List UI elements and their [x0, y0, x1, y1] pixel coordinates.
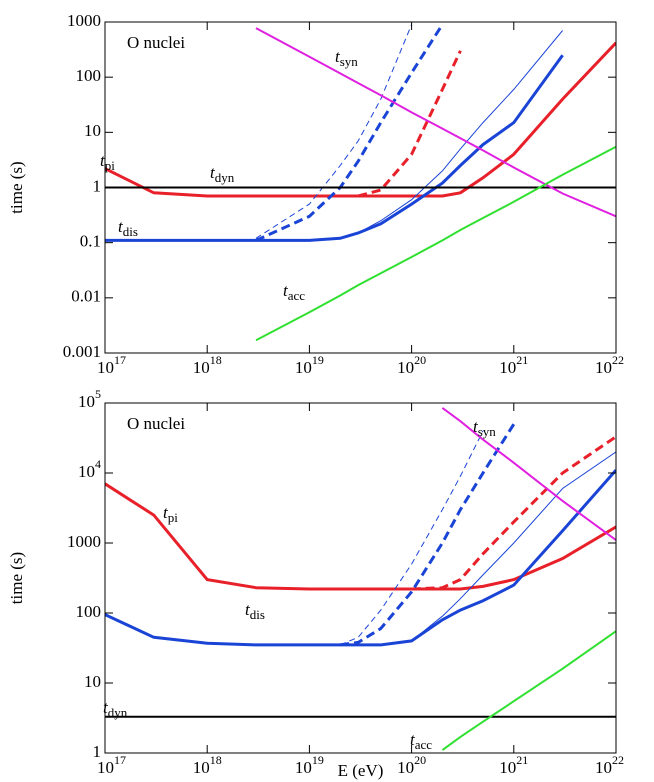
series-label: tdyn — [210, 163, 235, 185]
y-tick-label: 1000 — [67, 11, 101, 30]
series-line — [411, 435, 616, 591]
x-tick-label: 1022 — [595, 753, 624, 777]
y-tick-label: 0.01 — [71, 287, 101, 306]
x-tick-label: 1021 — [499, 353, 528, 377]
series-line — [441, 630, 616, 751]
y-tick-label: 104 — [78, 457, 101, 481]
y-tick-label: 1 — [93, 742, 102, 761]
series-line — [255, 24, 413, 239]
x-tick-label: 1020 — [397, 353, 426, 377]
series-label: tacc — [410, 730, 432, 752]
x-axis-label: E (eV) — [338, 761, 384, 780]
y-tick-label: 0.1 — [80, 232, 101, 251]
series-label: tdis — [118, 217, 138, 239]
x-tick-label: 1017 — [97, 353, 126, 377]
x-tick-label: 1017 — [97, 753, 126, 777]
series-line — [105, 41, 616, 198]
y-tick-label: 100 — [76, 66, 102, 85]
series-label: tsyn — [473, 417, 496, 439]
plot-area — [105, 23, 616, 342]
annotation: O nuclei — [127, 33, 185, 52]
y-tick-label: 10 — [84, 672, 101, 691]
series-line — [105, 482, 616, 591]
series-label: tdis — [245, 600, 265, 622]
x-tick-label: 1018 — [193, 353, 222, 377]
y-tick-label: 1 — [93, 176, 102, 195]
y-tick-label: 0.001 — [63, 342, 101, 361]
series-label: tacc — [283, 281, 305, 303]
series-line — [309, 451, 616, 646]
plot-frame — [104, 402, 617, 754]
series-line — [340, 430, 484, 646]
series-label: tsyn — [335, 47, 358, 69]
y-tick-label: 10 — [84, 121, 101, 140]
y-axis-label: time (s) — [7, 552, 26, 604]
annotation: O nuclei — [127, 414, 185, 433]
x-tick-label: 1020 — [397, 753, 426, 777]
y-tick-label: 105 — [78, 387, 101, 411]
series-line — [105, 469, 616, 647]
series-line — [255, 145, 616, 342]
series-label: tpi — [100, 151, 115, 173]
series-label: tpi — [163, 503, 178, 525]
series-label: tdyn — [103, 698, 128, 720]
series-line — [255, 27, 616, 218]
series-line — [357, 50, 462, 198]
y-tick-label: 1000 — [67, 532, 101, 551]
y-axis-label: time (s) — [7, 161, 26, 213]
y-tick-label: 100 — [76, 602, 102, 621]
plot-area — [105, 407, 616, 751]
x-tick-label: 1018 — [193, 753, 222, 777]
series-line — [309, 30, 563, 241]
x-tick-label: 1022 — [595, 353, 624, 377]
x-tick-label: 1019 — [295, 353, 324, 377]
series-line — [255, 23, 444, 242]
x-tick-label: 1021 — [499, 753, 528, 777]
series-line — [441, 407, 616, 541]
x-tick-label: 1019 — [295, 753, 324, 777]
series-line — [339, 423, 516, 647]
